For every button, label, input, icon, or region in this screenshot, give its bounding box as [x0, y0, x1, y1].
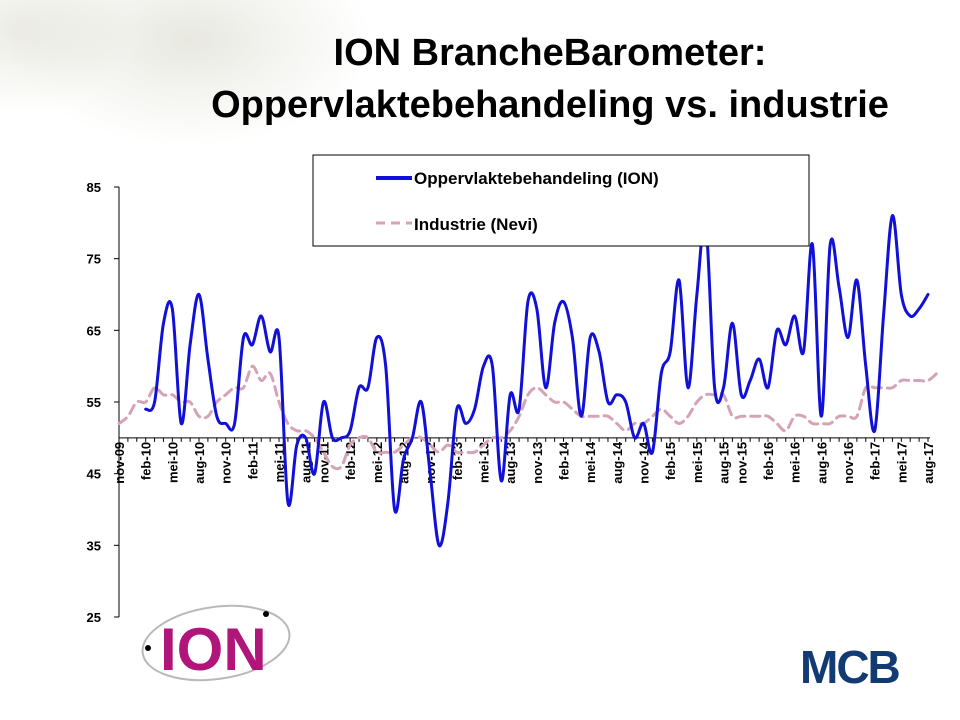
y-tick-label: 35	[87, 538, 101, 553]
x-tick-label: feb-14	[557, 441, 572, 480]
y-tick-label: 25	[87, 610, 101, 625]
x-tick-label: nov-09	[112, 442, 127, 484]
x-tick-label: aug-13	[503, 442, 518, 484]
x-tick-label: feb-10	[139, 442, 154, 480]
title-line-1: ION BrancheBarometer:	[333, 32, 767, 74]
y-tick-label: 45	[87, 467, 101, 482]
x-tick-label: nov-14	[637, 441, 652, 484]
x-tick-label: aug-10	[192, 442, 207, 484]
series-line-ion	[144, 214, 930, 548]
ion-logo-orbit	[141, 604, 291, 682]
x-tick-label: feb-17	[868, 442, 883, 480]
x-tick-label: mei-15	[690, 442, 705, 483]
y-tick-label: 85	[87, 180, 101, 195]
legend-box	[312, 154, 810, 247]
ion-logo: ION	[141, 604, 291, 683]
x-tick-label: feb-15	[663, 442, 678, 480]
y-tick-label: 55	[87, 395, 101, 410]
y-tick-label: 75	[87, 252, 101, 267]
ion-logo-text: ION	[160, 616, 267, 683]
mcb-logo: MCB	[800, 641, 901, 693]
x-tick-label: feb-16	[761, 442, 776, 480]
x-tick-label: mei-10	[165, 442, 180, 483]
x-tick-label: nov-15	[734, 442, 749, 484]
x-tick-label: aug-16	[814, 442, 829, 484]
x-tick-label: nov-13	[530, 442, 545, 484]
y-tick-label: 65	[87, 323, 101, 338]
legend-label-ion: Oppervlaktebehandeling (ION)	[414, 169, 659, 188]
x-tick-label: feb-12	[343, 442, 358, 480]
x-tick-label: mei-12	[370, 442, 385, 483]
x-tick-label: aug-15	[717, 442, 732, 484]
series-line-nevi	[117, 364, 939, 471]
ion-logo-dot-left	[145, 645, 151, 651]
x-tick-label: aug-14	[610, 441, 625, 484]
x-tick-label: mei-14	[583, 441, 598, 483]
x-tick-label: aug-17	[921, 442, 936, 484]
ion-logo-dot-right	[263, 611, 269, 617]
x-tick-label: nov-11	[316, 442, 331, 483]
x-tick-label: mei-13	[476, 442, 491, 483]
x-tick-label: nov-16	[841, 442, 856, 484]
legend-label-nevi: Industrie (Nevi)	[414, 215, 538, 234]
x-tick-label: nov-10	[219, 442, 234, 484]
x-tick-label: mei-16	[788, 442, 803, 483]
title-line-2: Oppervlaktebehandeling vs. industrie	[211, 84, 889, 126]
x-tick-label: mei-17	[894, 442, 909, 483]
x-tick-label: feb-11	[245, 442, 260, 480]
